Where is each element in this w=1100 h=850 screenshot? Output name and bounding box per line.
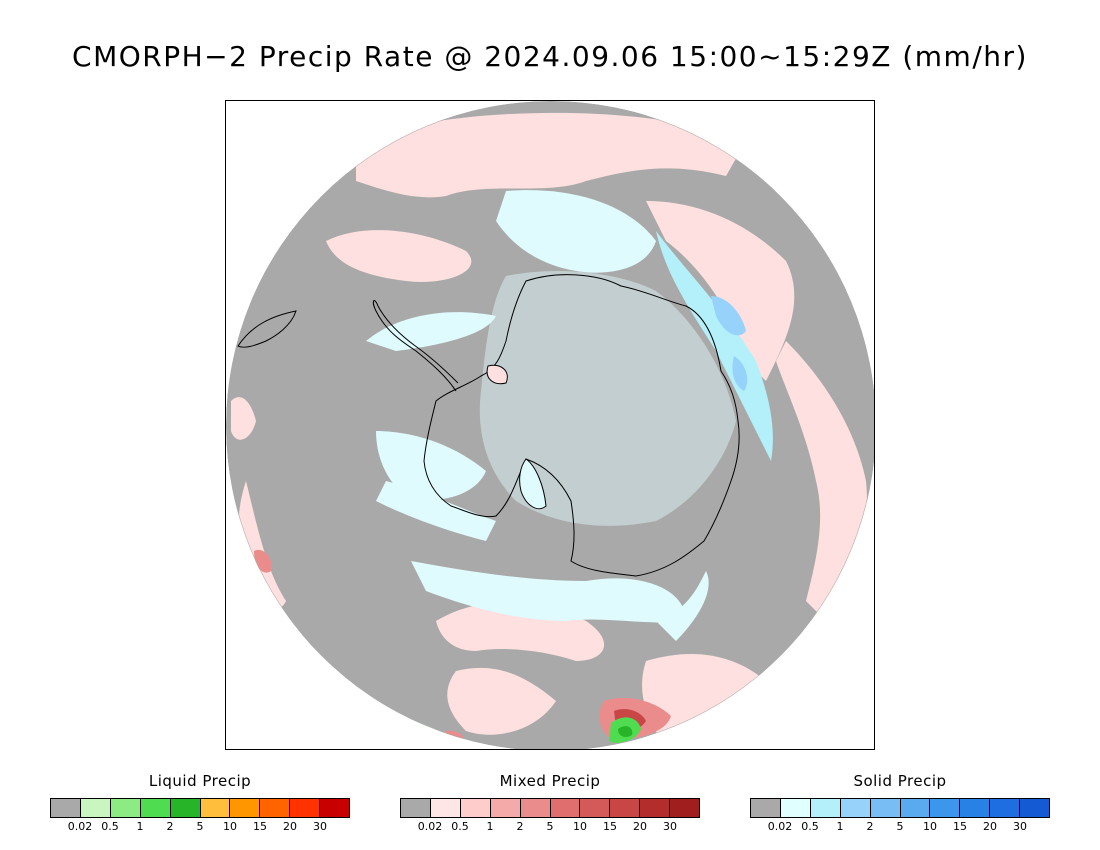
legend-title: Liquid Precip [148,772,252,790]
legend-swatch [430,799,461,817]
legend-swatch [320,799,350,817]
legend-swatch [670,799,700,817]
legend-swatch [110,799,141,817]
antarctic-peninsula [372,300,459,392]
tick-label: 10 [923,820,937,833]
legend-liquid: Liquid Precip 0.02 0.5 1 2 5 10 15 20 30 [50,772,350,834]
legend-swatch [460,799,491,817]
precip-map-svg [226,101,874,749]
mixed-precip-regions [231,112,867,746]
tick-labels: 0.02 0.5 1 2 5 10 15 20 30 [50,820,350,834]
legend-swatch [140,799,171,817]
legend-swatch [1020,799,1050,817]
antarctica-coastline [423,274,740,577]
tick-label: 1 [486,820,494,833]
legend-swatch [170,799,201,817]
tick-label: 5 [896,820,904,833]
legend-solid: Solid Precip 0.02 0.5 1 2 5 10 15 20 30 [750,772,1050,834]
color-bar [750,798,1050,818]
tick-label: 30 [1013,820,1027,833]
legend-swatch [230,799,261,817]
legend-title: Mixed Precip [499,772,601,790]
tick-label: 15 [953,820,967,833]
legend-swatch [401,799,431,817]
tick-label: 0.5 [451,820,469,833]
legend-swatch [610,799,641,817]
tick-label: 20 [633,820,647,833]
tick-label: 10 [223,820,237,833]
tick-label: 20 [283,820,297,833]
tick-labels: 0.02 0.5 1 2 5 10 15 20 30 [400,820,700,834]
tick-label: 2 [516,820,524,833]
legend-swatch [870,799,901,817]
legend-swatch [260,799,291,817]
legend-title: Solid Precip [853,772,947,790]
legend-swatch [780,799,811,817]
legend-swatch [810,799,841,817]
tick-label: 15 [253,820,267,833]
tick-labels: 0.02 0.5 1 2 5 10 15 20 30 [750,820,1050,834]
tick-label: 0.5 [101,820,119,833]
legend-swatch [900,799,931,817]
tick-label: 15 [603,820,617,833]
tick-label: 30 [663,820,677,833]
legend-swatch [51,799,81,817]
legend-swatch [490,799,521,817]
tick-label: 2 [866,820,874,833]
tick-label: 30 [313,820,327,833]
polar-map [225,100,875,750]
legend-swatch [520,799,551,817]
tick-label: 0.02 [417,820,443,833]
legend-swatch [840,799,871,817]
legend-swatch [640,799,671,817]
color-bar [50,798,350,818]
tick-label: 0.02 [67,820,93,833]
color-bar [400,798,700,818]
legend-swatch [200,799,231,817]
solid-precip-regions [366,190,736,641]
legend-swatch [80,799,111,817]
map-disk-edge [226,101,874,749]
tick-label: 2 [166,820,174,833]
ice-shelf-ross [519,458,547,510]
legend-swatch [580,799,611,817]
tick-label: 20 [983,820,997,833]
legend-swatch [990,799,1021,817]
tick-label: 5 [196,820,204,833]
chart-title: CMORPH−2 Precip Rate @ 2024.09.06 15:00~… [72,40,1028,73]
tick-label: 10 [573,820,587,833]
legend-swatch [550,799,581,817]
ice-shelf [486,364,508,385]
legend-swatch [960,799,991,817]
legend-mixed: Mixed Precip 0.02 0.5 1 2 5 10 15 20 30 [400,772,700,834]
legend-swatch [930,799,961,817]
tick-label: 5 [546,820,554,833]
tick-label: 1 [136,820,144,833]
tick-label: 0.5 [801,820,819,833]
solid-precip-moderate [656,231,773,461]
tick-label: 0.02 [767,820,793,833]
legend-swatch [751,799,781,817]
legend-swatch [290,799,321,817]
south-america-tip [237,310,297,348]
tick-label: 1 [836,820,844,833]
